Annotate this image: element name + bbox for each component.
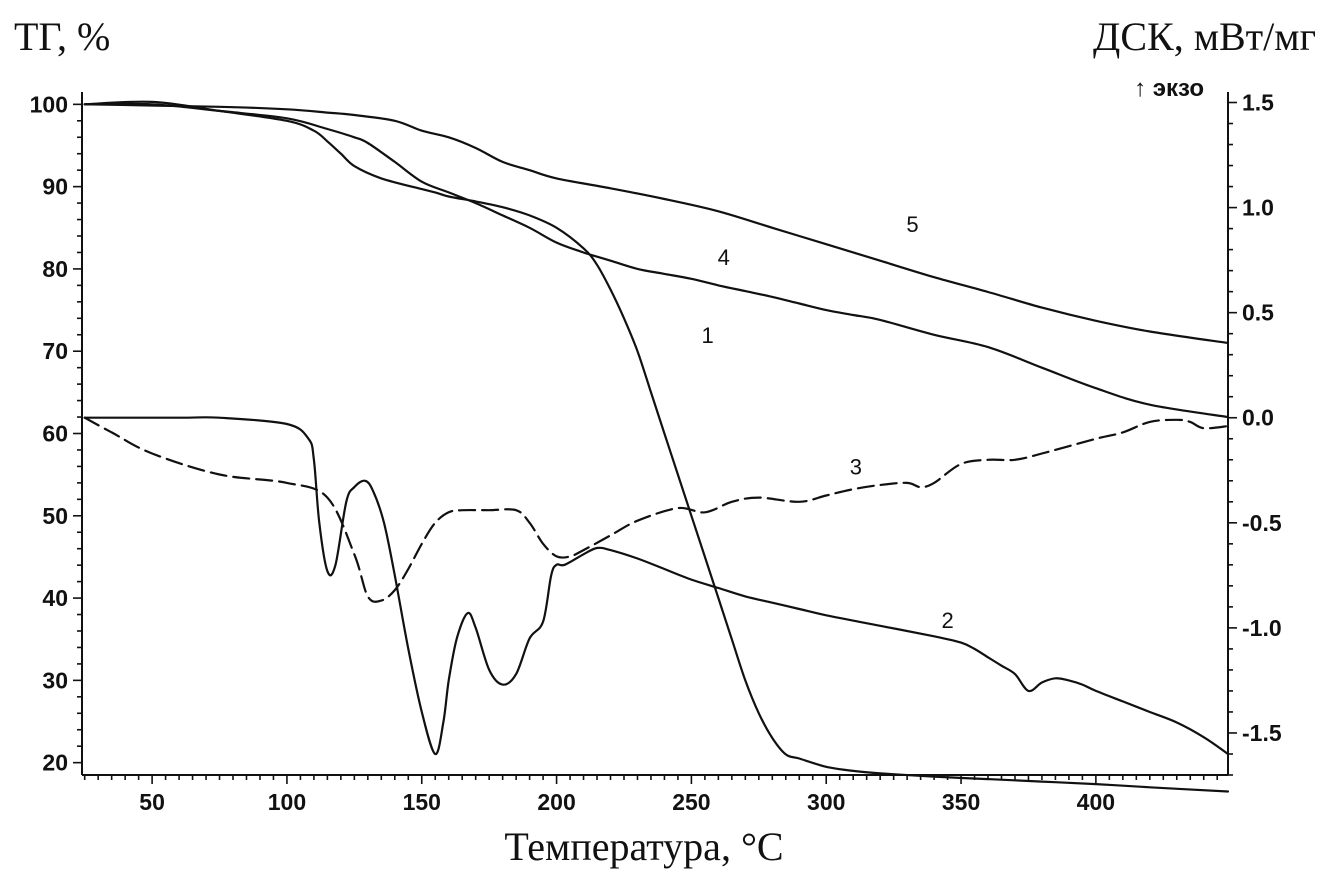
exo-direction-label: ↑ экзо — [1134, 75, 1204, 102]
curve-4-label: 4 — [718, 245, 730, 270]
left-tick-label: 60 — [42, 421, 68, 447]
tick-labels: 50 100 150 200 250 300 350 400 20 30 40 50 60 70 80 90 1… — [30, 90, 1282, 815]
curve-3-line — [83, 416, 1230, 603]
x-tick-label: 300 — [807, 789, 845, 815]
left-tick-label: 50 — [42, 503, 68, 529]
x-tick-label: 100 — [268, 789, 306, 815]
curve-5-line — [83, 103, 1230, 345]
right-tick-label: -1.0 — [1242, 615, 1282, 641]
x-tick-label: 200 — [537, 789, 575, 815]
curve-labels: 1 2 3 4 5 — [701, 212, 953, 633]
curve-1-label: 1 — [701, 323, 713, 348]
x-tick-label: 150 — [403, 789, 441, 815]
right-tick-label: 1.0 — [1242, 195, 1274, 221]
right-axis-title: ДСК, мВт/мг — [1093, 14, 1316, 59]
left-axis-title: ТГ, % — [14, 14, 110, 59]
curve-2-label: 2 — [941, 608, 953, 633]
right-tick-label: 1.5 — [1242, 90, 1274, 116]
axes — [81, 92, 1229, 776]
x-axis-title: Температура, °C — [504, 824, 783, 869]
x-tick-label: 400 — [1077, 789, 1115, 815]
curve-2-line — [83, 416, 1230, 756]
curve-1-line — [83, 102, 1230, 419]
curve-4-line — [83, 100, 1230, 793]
left-tick-label: 20 — [42, 750, 68, 776]
right-tick-label: -1.5 — [1242, 720, 1282, 746]
left-tick-label: 30 — [42, 667, 68, 693]
ticks — [73, 101, 1237, 784]
left-tick-label: 80 — [42, 256, 68, 282]
right-tick-label: 0.0 — [1242, 405, 1274, 431]
right-tick-label: 0.5 — [1242, 300, 1274, 326]
left-tick-label: 40 — [42, 585, 68, 611]
left-tick-label: 70 — [42, 338, 68, 364]
x-tick-label: 250 — [672, 789, 710, 815]
left-tick-label: 90 — [42, 174, 68, 200]
right-tick-label: -0.5 — [1242, 510, 1282, 536]
x-tick-label: 50 — [139, 789, 165, 815]
left-tick-label: 100 — [30, 91, 68, 117]
curve-3-label: 3 — [850, 454, 862, 479]
x-tick-label: 350 — [942, 789, 980, 815]
curves — [83, 100, 1230, 793]
curve-5-label: 5 — [906, 212, 918, 237]
